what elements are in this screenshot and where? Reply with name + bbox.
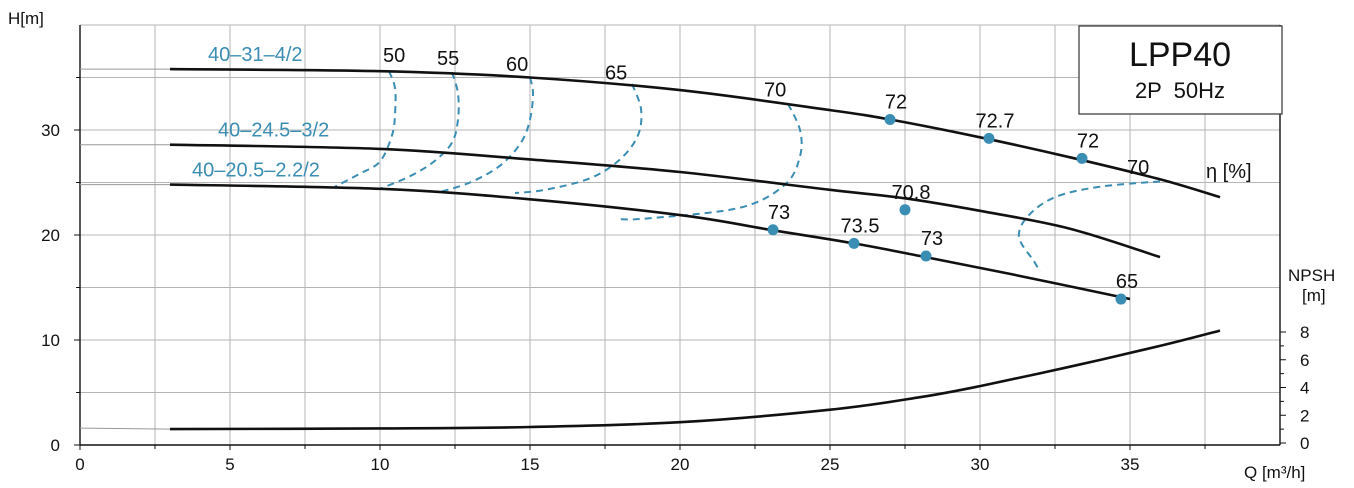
x-tick-label: 25 <box>821 455 840 474</box>
labels: 50 55 60 65 70 70 40–31–4/2 40–24.5–3/2 40–20.5–… <box>192 44 1149 293</box>
efficiency-contour-label: 55 <box>437 48 459 70</box>
y2-tick-label: 2 <box>1300 406 1309 425</box>
chart-subtitle: 2P 50Hz <box>1135 78 1225 103</box>
efficiency-point-label: 73.5 <box>841 215 880 237</box>
x-tick-label: 15 <box>521 455 540 474</box>
grid <box>79 24 1281 445</box>
eta-label: η [%] <box>1206 161 1252 183</box>
npsh-curve <box>169 329 1221 431</box>
y2-tick-label: 4 <box>1300 379 1309 398</box>
efficiency-point-label: 72 <box>1077 130 1099 152</box>
efficiency-point <box>1115 293 1127 305</box>
efficiency-point <box>920 250 932 262</box>
series-lines <box>79 67 1221 431</box>
title-box: LPP40 2P 50Hz <box>1078 25 1283 115</box>
efficiency-contour <box>439 77 535 193</box>
y-tick-label: 0 <box>51 436 60 455</box>
efficiency-markers <box>767 114 1127 305</box>
y2-axis-label: NPSH <box>1288 266 1335 285</box>
efficiency-contour <box>379 72 460 190</box>
npsh-leader-line <box>79 427 171 430</box>
x-tick-label: 30 <box>971 455 990 474</box>
y2-axis-unit: [m] <box>1302 286 1326 305</box>
x-tick-label: 5 <box>225 455 234 474</box>
x-axis-label: Q [m³/h] <box>1244 463 1305 482</box>
efficiency-point <box>884 114 896 125</box>
y2-tick-label: 8 <box>1300 323 1309 342</box>
head-curve <box>169 183 1131 301</box>
efficiency-contour <box>514 83 643 194</box>
x-tick-label: 35 <box>1121 455 1140 474</box>
efficiency-point <box>983 132 995 144</box>
efficiency-contour-label: 50 <box>383 45 405 67</box>
efficiency-point <box>899 204 911 216</box>
y2-tick-label: 0 <box>1300 434 1309 453</box>
efficiency-contour <box>1017 180 1161 273</box>
efficiency-point <box>848 237 860 249</box>
x-tick-label: 20 <box>671 455 690 474</box>
y-axis-label: H[m] <box>8 9 44 28</box>
x-tick-label: 10 <box>371 455 390 474</box>
efficiency-contour <box>334 70 397 188</box>
efficiency-point-label: 73 <box>921 228 943 250</box>
y-tick-label: 10 <box>41 331 60 350</box>
efficiency-contour-label: 60 <box>506 54 528 76</box>
efficiency-point-label: 70.8 <box>892 182 931 204</box>
efficiency-point <box>767 224 779 236</box>
y-tick-label: 20 <box>41 226 60 245</box>
efficiency-contours <box>334 70 1161 273</box>
efficiency-point-label: 72 <box>885 92 907 114</box>
efficiency-contour-label: 70 <box>764 79 786 101</box>
efficiency-point-label: 72.7 <box>976 110 1015 132</box>
series-name-label: 40–20.5–2.2/2 <box>192 160 320 182</box>
x-tick-label: 0 <box>75 455 84 474</box>
series-name-label: 40–31–4/2 <box>208 44 303 66</box>
efficiency-point-label: 73 <box>768 202 790 224</box>
y-tick-label: 30 <box>41 121 60 140</box>
chart-title: LPP40 <box>1129 36 1231 74</box>
series-name-label: 40–24.5–3/2 <box>218 120 329 142</box>
efficiency-contour-label: 65 <box>605 63 627 85</box>
axes: 0 5 10 15 20 25 30 35 0 10 20 30 0 2 4 6 8 <box>41 25 1309 474</box>
head-curve <box>169 143 1161 259</box>
y2-tick-label: 6 <box>1300 351 1309 370</box>
efficiency-point-label: 65 <box>1116 271 1138 293</box>
efficiency-contour-label: 70 <box>1127 157 1149 179</box>
efficiency-point <box>1076 152 1088 164</box>
